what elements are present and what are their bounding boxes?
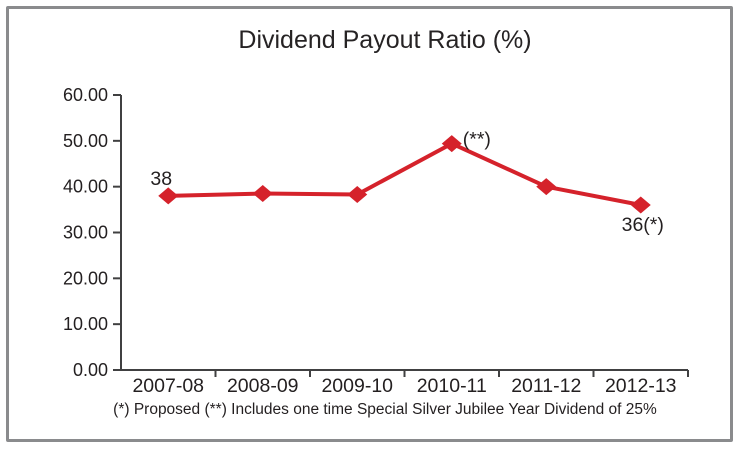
y-axis-tick-label: 10.00 [63,314,108,334]
x-axis-category-label: 2010-11 [417,375,487,397]
data-point-marker [158,187,179,205]
data-point-marker [536,178,557,196]
y-axis-tick-label: 40.00 [63,177,108,197]
x-axis-category-label: 2008-09 [227,375,299,397]
x-axis-category-label: 2009-10 [321,375,393,397]
y-axis-tick-label: 0.00 [73,360,108,380]
x-axis-category-label: 2012-13 [605,375,677,397]
y-axis-tick-label: 20.00 [63,268,108,288]
y-axis-tick-label: 50.00 [63,131,108,151]
chart-title: Dividend Payout Ratio (%) [238,26,532,54]
chart-footnote: (*) Proposed (**) Includes one time Spec… [113,401,657,418]
data-point-label: 36(*) [622,214,664,236]
y-axis-tick-label: 60.00 [63,85,108,105]
axes-lines [120,95,688,371]
data-point-marker [252,185,273,203]
data-point-marker [441,135,462,153]
data-point-label: 38 [150,168,172,190]
data-point-marker [347,185,368,203]
x-axis-category-label: 2011-12 [511,375,581,397]
x-axis-category-label: 2007-08 [132,375,204,397]
data-point-label: (**) [463,129,491,151]
y-axis-tick-label: 30.00 [63,223,108,243]
data-point-marker [630,196,651,214]
series-line [168,141,642,207]
